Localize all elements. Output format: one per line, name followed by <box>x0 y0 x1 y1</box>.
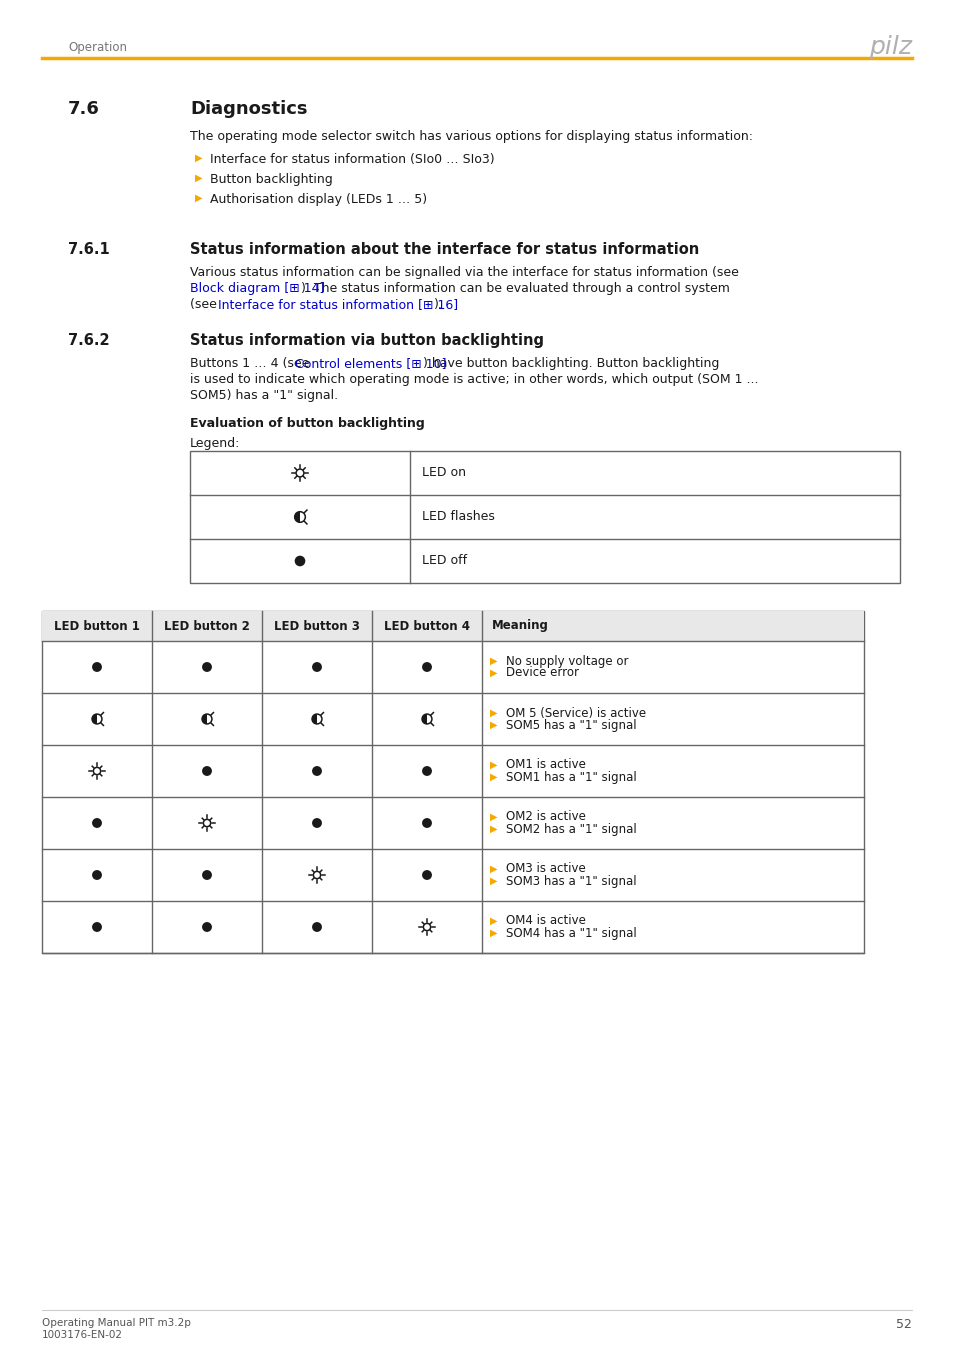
Text: Device error: Device error <box>505 667 578 679</box>
Text: Block diagram [⊞ 14]: Block diagram [⊞ 14] <box>190 282 324 296</box>
Circle shape <box>91 869 102 880</box>
Text: Control elements [⊞ 10]: Control elements [⊞ 10] <box>295 356 447 370</box>
Text: OM2 is active: OM2 is active <box>505 810 585 824</box>
Circle shape <box>202 922 212 931</box>
Wedge shape <box>91 714 97 724</box>
Bar <box>190 451 899 583</box>
Text: pilz: pilz <box>868 35 911 59</box>
Text: Status information about the interface for status information: Status information about the interface f… <box>190 242 699 256</box>
Text: ▶: ▶ <box>490 811 497 822</box>
Circle shape <box>91 662 102 672</box>
Circle shape <box>294 556 305 566</box>
Text: ) have button backlighting. Button backlighting: ) have button backlighting. Button backl… <box>423 356 719 370</box>
Wedge shape <box>421 714 427 724</box>
Text: 1003176-EN-02: 1003176-EN-02 <box>42 1330 123 1341</box>
Text: SOM5 has a "1" signal: SOM5 has a "1" signal <box>505 718 636 732</box>
Text: LED button 1: LED button 1 <box>54 620 140 633</box>
Text: ▶: ▶ <box>490 876 497 886</box>
Circle shape <box>91 922 102 931</box>
Text: Interface for status information [⊞ 16]: Interface for status information [⊞ 16] <box>217 298 457 311</box>
Text: Legend:: Legend: <box>190 437 240 450</box>
Text: ▶: ▶ <box>490 760 497 770</box>
Circle shape <box>312 765 321 776</box>
Text: No supply voltage or: No supply voltage or <box>505 655 628 667</box>
Text: SOM1 has a "1" signal: SOM1 has a "1" signal <box>505 771 636 783</box>
Text: OM 5 (Service) is active: OM 5 (Service) is active <box>505 706 645 720</box>
Text: ▶: ▶ <box>490 707 497 718</box>
Text: OM1 is active: OM1 is active <box>505 759 585 771</box>
Text: LED button 2: LED button 2 <box>164 620 250 633</box>
Circle shape <box>202 869 212 880</box>
Circle shape <box>202 765 212 776</box>
Text: LED button 3: LED button 3 <box>274 620 359 633</box>
Text: ▶: ▶ <box>490 927 497 938</box>
Circle shape <box>312 922 321 931</box>
Text: 7.6.2: 7.6.2 <box>68 333 110 348</box>
Text: Evaluation of button backlighting: Evaluation of button backlighting <box>190 417 424 431</box>
Circle shape <box>421 869 432 880</box>
Text: Button backlighting: Button backlighting <box>210 173 333 186</box>
Text: Various status information can be signalled via the interface for status informa: Various status information can be signal… <box>190 266 739 279</box>
Wedge shape <box>294 512 299 522</box>
Text: SOM4 has a "1" signal: SOM4 has a "1" signal <box>505 926 636 940</box>
Text: Meaning: Meaning <box>492 620 548 633</box>
Text: LED button 4: LED button 4 <box>384 620 470 633</box>
Text: Authorisation display (LEDs 1 … 5): Authorisation display (LEDs 1 … 5) <box>210 193 427 207</box>
Text: ▶: ▶ <box>490 864 497 873</box>
Circle shape <box>202 662 212 672</box>
Text: ▶: ▶ <box>490 824 497 834</box>
Text: SOM5) has a "1" signal.: SOM5) has a "1" signal. <box>190 389 337 402</box>
Bar <box>42 612 863 641</box>
Text: 7.6: 7.6 <box>68 100 100 117</box>
Text: ▶: ▶ <box>194 193 202 202</box>
Circle shape <box>421 818 432 828</box>
Text: The operating mode selector switch has various options for displaying status inf: The operating mode selector switch has v… <box>190 130 752 143</box>
Text: is used to indicate which operating mode is active; in other words, which output: is used to indicate which operating mode… <box>190 373 758 386</box>
Text: Operating Manual PIT m3.2p: Operating Manual PIT m3.2p <box>42 1318 191 1328</box>
Text: ). The status information can be evaluated through a control system: ). The status information can be evaluat… <box>301 282 729 296</box>
Text: Interface for status information (SIo0 … SIo3): Interface for status information (SIo0 …… <box>210 153 494 166</box>
Text: SOM2 has a "1" signal: SOM2 has a "1" signal <box>505 822 636 836</box>
Text: OM4 is active: OM4 is active <box>505 914 585 927</box>
Text: ▶: ▶ <box>490 656 497 666</box>
Circle shape <box>91 818 102 828</box>
Text: LED on: LED on <box>421 467 465 479</box>
Text: Diagnostics: Diagnostics <box>190 100 307 117</box>
Text: (see: (see <box>190 298 221 311</box>
Text: ▶: ▶ <box>490 668 497 678</box>
Text: ▶: ▶ <box>490 720 497 730</box>
Text: 7.6.1: 7.6.1 <box>68 242 110 256</box>
Circle shape <box>421 662 432 672</box>
Text: ▶: ▶ <box>194 173 202 184</box>
Text: ▶: ▶ <box>490 917 497 926</box>
Text: ).: ). <box>434 298 442 311</box>
Wedge shape <box>202 714 207 724</box>
Text: Operation: Operation <box>68 40 127 54</box>
Text: 52: 52 <box>895 1318 911 1331</box>
Text: LED off: LED off <box>421 555 467 567</box>
Text: LED flashes: LED flashes <box>421 510 495 524</box>
Text: ▶: ▶ <box>490 772 497 782</box>
Text: SOM3 has a "1" signal: SOM3 has a "1" signal <box>505 875 636 887</box>
Circle shape <box>312 818 321 828</box>
Wedge shape <box>312 714 316 724</box>
Circle shape <box>312 662 321 672</box>
Text: ▶: ▶ <box>194 153 202 163</box>
Circle shape <box>421 765 432 776</box>
Text: OM3 is active: OM3 is active <box>505 863 585 876</box>
Text: Buttons 1 … 4 (see: Buttons 1 … 4 (see <box>190 356 313 370</box>
Bar <box>42 612 863 953</box>
Text: Status information via button backlighting: Status information via button backlighti… <box>190 333 543 348</box>
